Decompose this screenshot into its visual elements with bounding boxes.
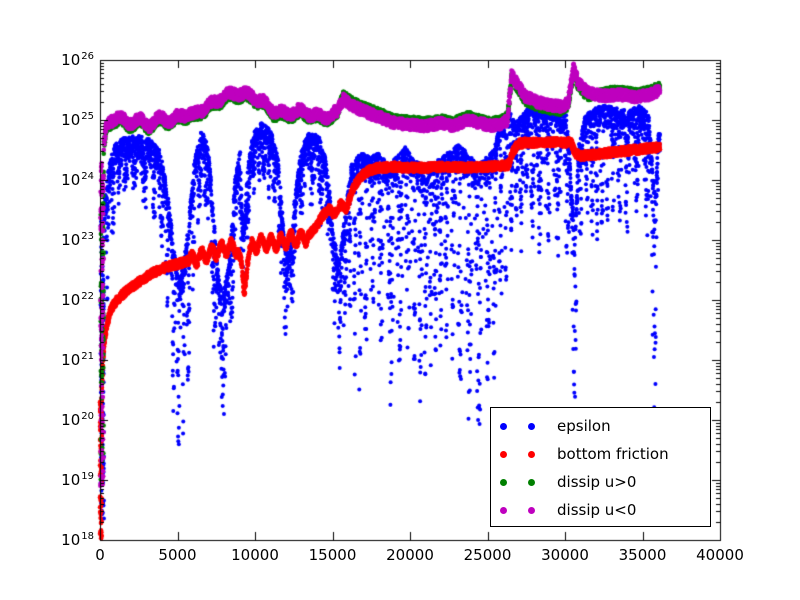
legend-marker-dot [528,422,535,430]
x-tick-label: 5000 [158,546,197,564]
x-tick-label: 25000 [463,546,512,564]
y-tick-label: 1022 [61,291,94,309]
legend-label: epsilon [557,417,611,435]
legend-marker-dot [528,450,535,458]
legend-marker-dot [500,422,507,430]
x-tick-label: 15000 [308,546,357,564]
y-tick-label: 1026 [61,51,94,69]
legend-item-epsilon: epsilon [491,412,710,440]
legend: epsilon bottom friction dissip u>0 dissi… [490,407,711,527]
x-tick-label: 40000 [696,546,744,564]
legend-item-bottom-friction: bottom friction [491,440,710,468]
legend-label: dissip u>0 [557,473,637,491]
legend-marker-dot [500,506,507,514]
x-tick-label: 10000 [231,546,279,564]
y-tick-label: 1019 [61,471,94,489]
y-tick-label: 1021 [61,351,94,369]
legend-label: bottom friction [557,445,669,463]
legend-marker-dot [500,478,507,486]
x-tick-label: 0 [95,546,105,564]
x-tick-label: 20000 [386,546,434,564]
legend-item-dissip-u-neg: dissip u<0 [491,496,710,524]
x-tick-label: 30000 [541,546,589,564]
legend-marker-dot [528,478,535,486]
legend-item-dissip-u-pos: dissip u>0 [491,468,710,496]
y-tick-label: 1023 [61,231,94,249]
legend-label: dissip u<0 [557,501,637,519]
y-tick-label: 1024 [61,171,94,189]
y-tick-label: 1020 [61,411,94,429]
legend-marker-dot [528,506,535,514]
x-tick-label: 35000 [618,546,667,564]
y-tick-label: 1018 [61,531,94,549]
legend-marker-dot [500,450,507,458]
y-tick-label: 1025 [61,111,94,129]
